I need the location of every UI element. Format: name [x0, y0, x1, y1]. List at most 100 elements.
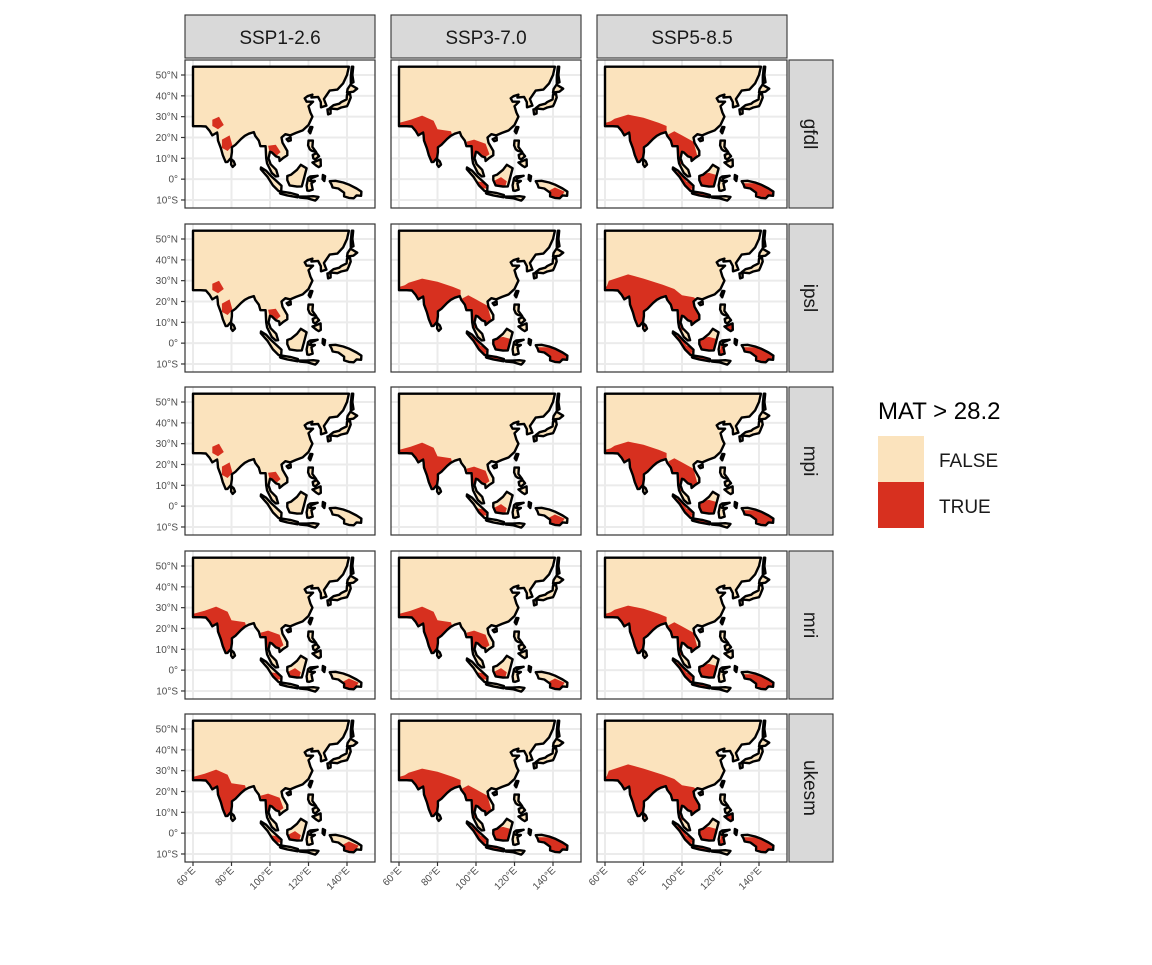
coastline-luzon: [306, 303, 318, 318]
y-tick-label: 10°S: [156, 686, 178, 697]
coastline-newguinea: [328, 179, 363, 200]
coastline-java: [484, 517, 506, 526]
x-tick-label: 120°E: [492, 865, 519, 892]
coastline-java: [690, 517, 712, 526]
panel-border: [596, 550, 788, 700]
coastline-visayas: [311, 805, 321, 815]
coastline-mindanao: [517, 649, 528, 660]
y-tick-label: 30°N: [156, 603, 178, 614]
coastline-luzon: [512, 139, 524, 154]
coastline-java: [484, 190, 506, 199]
x-tick-label: 60°E: [175, 865, 198, 888]
y-tick-label: 40°N: [156, 418, 178, 429]
true-cell-patch: [476, 508, 488, 516]
y-tick-label: 10°N: [156, 481, 178, 492]
coastline-honshu: [740, 256, 764, 275]
y-tick-label: 50°N: [156, 562, 178, 573]
coastline-sulawesi: [717, 174, 731, 192]
coastline-newguinea: [740, 670, 775, 691]
map-panel-gfdl-ssp5-8.5: [596, 59, 788, 209]
coastline-halmahera: [733, 500, 739, 510]
panel-border: [184, 386, 376, 536]
facet-panels: SSP1-2.6 SSP3-7.0 SSP5-8.5 gfdl ipsl mpi mri uk…: [156, 14, 834, 892]
coastline-srilanka: [229, 158, 237, 169]
coastline-halmahera: [527, 664, 533, 674]
coastline-mindanao: [723, 485, 734, 496]
coastline-kyushu: [326, 598, 332, 607]
map-panel-gfdl-ssp1-2.6: 50°N 40°N 30°N 20°N 10°N 0° 10°S: [156, 59, 376, 209]
coastline-luzon: [718, 793, 730, 808]
coastline-sunda: [298, 522, 320, 529]
coastline-visayas: [517, 315, 527, 325]
coastline-honshu: [328, 92, 352, 111]
coastline-borneo: [286, 817, 308, 842]
map-panel-ukesm-ssp1-2.6: 50°N 40°N 30°N 20°N 10°N 0° 10°S 60°E 80°E 100°E 1…: [156, 713, 376, 892]
panel-border: [596, 223, 788, 373]
coastline-java: [484, 354, 506, 363]
y-tick-label: 40°N: [156, 91, 178, 102]
coastline-borneo: [698, 327, 720, 352]
coastline-mindanao: [311, 322, 322, 333]
column-strip-ssp3-7.0: SSP3-7.0: [390, 14, 582, 59]
coastline-sakhalin: [555, 392, 561, 412]
coastline-mainland: [191, 229, 351, 342]
true-cell-patch: [212, 443, 224, 457]
legend-label-false: FALSE: [939, 451, 998, 472]
coastline-luzon: [718, 466, 730, 481]
coastline-visayas: [311, 642, 321, 652]
strip-background: [184, 14, 376, 59]
coastline-mindanao: [311, 649, 322, 660]
coastline-honshu: [740, 583, 764, 602]
coastline-luzon: [512, 630, 524, 645]
legend-label-true: TRUE: [939, 497, 991, 518]
strip-background: [788, 713, 834, 863]
panel-border: [596, 59, 788, 209]
map-panel-ukesm-ssp3-7.0: 60°E 80°E 100°E 120°E 140°E: [381, 713, 582, 892]
strip-background: [788, 59, 834, 209]
panel-border: [596, 713, 788, 863]
coastline-sulawesi: [511, 501, 525, 519]
coastline-java: [484, 844, 506, 853]
coastline-java: [278, 681, 300, 690]
coastline-mindanao: [311, 485, 322, 496]
coastline-java: [278, 190, 300, 199]
coastline-srilanka: [229, 322, 237, 333]
coastline-taiwan: [513, 125, 520, 135]
coastline-mindanao: [311, 812, 322, 823]
true-cell-patch: [221, 135, 233, 151]
coastline-srilanka: [641, 322, 649, 333]
coastline-luzon: [306, 466, 318, 481]
coastline-borneo: [286, 163, 308, 188]
coastline-newguinea: [328, 670, 363, 691]
coastline-hainan: [285, 136, 292, 143]
false-area-mainland: [605, 393, 761, 504]
y-tick-label: 50°N: [156, 235, 178, 246]
y-tick-label: 50°N: [156, 71, 178, 82]
coastline-mainland: [191, 719, 351, 832]
false-area-mainland: [605, 557, 761, 668]
coastline-visayas: [517, 642, 527, 652]
coastline-borneo: [286, 490, 308, 515]
coastline-hokkaido: [551, 574, 565, 585]
coastline-srilanka: [435, 812, 443, 823]
x-tick-label: 120°E: [698, 865, 725, 892]
coastline-srilanka: [641, 812, 649, 823]
y-tick-label: 0°: [168, 502, 178, 513]
coastline-taiwan: [513, 452, 520, 462]
coastline-mainland: [603, 65, 763, 178]
panel-border: [184, 59, 376, 209]
y-tick-label: 10°N: [156, 645, 178, 656]
true-cell-patch: [270, 835, 282, 843]
y-tick-label: 20°N: [156, 624, 178, 635]
coastline-kyushu: [326, 434, 332, 443]
false-area-mainland: [193, 720, 349, 831]
true-cell-patch: [605, 114, 667, 164]
coastline-sulawesi: [717, 665, 731, 683]
coastline-borneo: [492, 654, 514, 679]
coastline-luzon: [306, 630, 318, 645]
coastline-sunda: [710, 522, 732, 529]
coastline-kyushu: [532, 761, 538, 770]
coastline-visayas: [723, 478, 733, 488]
row-strip-label: gfdl: [799, 119, 820, 150]
x-tick-label: 60°E: [381, 865, 404, 888]
